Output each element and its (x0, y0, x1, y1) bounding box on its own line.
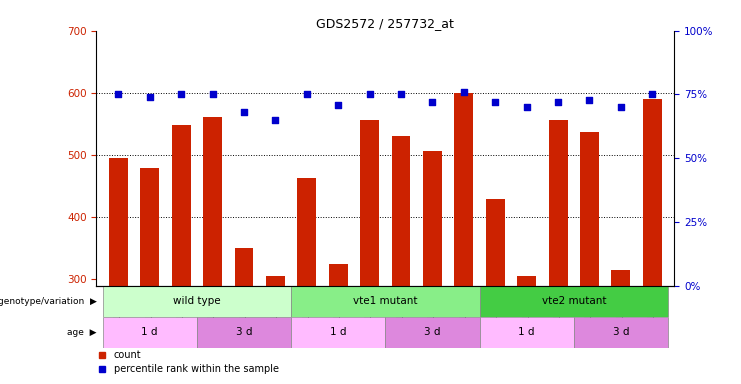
Bar (140, 167, 159, 286)
Text: vte2 mutant: vte2 mutant (542, 296, 606, 306)
Bar (643, 99, 662, 286)
Bar (172, 125, 190, 286)
Point (489, 99, 501, 105)
Bar (297, 178, 316, 286)
Bar (102, 317, 197, 348)
Bar (580, 132, 599, 286)
Text: genotype/variation  ▶: genotype/variation ▶ (0, 297, 97, 306)
Bar (479, 286, 668, 317)
Point (646, 91, 658, 98)
Bar (109, 157, 127, 286)
Text: age  ▶: age ▶ (67, 328, 97, 337)
Bar (329, 264, 348, 286)
Point (584, 96, 596, 103)
Bar (423, 151, 442, 286)
Point (332, 102, 344, 108)
Bar (391, 136, 411, 286)
Text: wild type: wild type (173, 296, 221, 306)
Bar (266, 276, 285, 286)
Point (113, 91, 124, 98)
Point (364, 91, 376, 98)
Bar (235, 248, 253, 286)
Point (270, 117, 282, 123)
Text: 1 d: 1 d (519, 328, 535, 338)
Text: 3 d: 3 d (613, 328, 629, 338)
Point (301, 91, 313, 98)
Bar (203, 116, 222, 286)
Bar (479, 317, 574, 348)
Bar (611, 270, 631, 286)
Bar (291, 286, 479, 317)
Point (238, 109, 250, 115)
Point (144, 94, 156, 100)
Bar (197, 317, 291, 348)
Bar (517, 276, 536, 286)
Text: vte1 mutant: vte1 mutant (353, 296, 418, 306)
Bar (102, 286, 291, 317)
Text: 3 d: 3 d (424, 328, 441, 338)
Text: percentile rank within the sample: percentile rank within the sample (113, 364, 279, 374)
Point (521, 104, 533, 110)
Bar (454, 93, 473, 286)
Point (207, 91, 219, 98)
Text: 1 d: 1 d (142, 328, 158, 338)
Bar (574, 317, 668, 348)
Bar (360, 120, 379, 286)
Point (175, 91, 187, 98)
Point (427, 99, 439, 105)
Text: 3 d: 3 d (236, 328, 252, 338)
Bar (486, 199, 505, 286)
Bar (291, 317, 385, 348)
Point (552, 99, 564, 105)
Title: GDS2572 / 257732_at: GDS2572 / 257732_at (316, 17, 454, 30)
Bar (548, 120, 568, 286)
Text: 1 d: 1 d (330, 328, 347, 338)
Text: count: count (113, 350, 142, 360)
Point (615, 104, 627, 110)
Point (395, 91, 407, 98)
Bar (385, 317, 479, 348)
Point (458, 89, 470, 95)
